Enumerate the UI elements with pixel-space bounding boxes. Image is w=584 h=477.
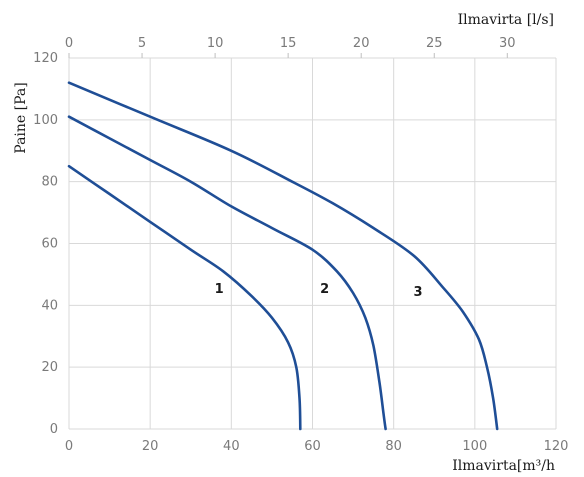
- series-line-2: [67, 115, 387, 431]
- x-axis-title: Ilmavirta[m³/h: [452, 458, 555, 474]
- curve-labels: 1 2 3: [215, 282, 423, 300]
- x2-tick-label: 5: [138, 36, 146, 51]
- grid: [68, 53, 557, 430]
- y-tick-label: 40: [41, 298, 58, 313]
- y-tick-label: 80: [41, 175, 58, 190]
- y-axis-title: Paine [Pa]: [13, 82, 29, 153]
- top-axis-ticks: 0 5 10 15 20 25 30: [65, 36, 516, 51]
- x2-tick-label: 15: [280, 36, 297, 51]
- x2-tick-label: 25: [426, 36, 443, 51]
- x-tick-label: 120: [544, 439, 569, 454]
- y-tick-label: 0: [50, 422, 58, 437]
- series-line-3: [67, 81, 499, 431]
- series-line-1: [67, 164, 302, 431]
- series-label-2: 2: [320, 282, 329, 297]
- series-label-1: 1: [215, 282, 224, 297]
- series-label-3: 3: [413, 285, 422, 300]
- x2-axis-title: Ilmavirta [l/s]: [458, 12, 554, 28]
- x-tick-label: 0: [65, 439, 73, 454]
- x2-tick-label: 0: [65, 36, 73, 51]
- curves: [67, 81, 499, 431]
- y-tick-label: 100: [33, 113, 58, 128]
- y-tick-label: 120: [33, 51, 58, 66]
- left-axis-ticks: 0 20 40 60 80 100 120: [33, 51, 58, 437]
- x-tick-label: 40: [223, 439, 240, 454]
- x-tick-label: 80: [385, 439, 402, 454]
- x2-tick-label: 30: [499, 36, 516, 51]
- x-tick-label: 100: [462, 439, 487, 454]
- x-tick-label: 60: [304, 439, 321, 454]
- x-tick-label: 20: [142, 439, 159, 454]
- x2-tick-label: 20: [353, 36, 370, 51]
- y-tick-label: 60: [41, 237, 58, 252]
- y-tick-label: 20: [41, 360, 58, 375]
- bottom-axis-ticks: 0 20 40 60 80 100 120: [65, 439, 569, 454]
- x2-tick-label: 10: [207, 36, 224, 51]
